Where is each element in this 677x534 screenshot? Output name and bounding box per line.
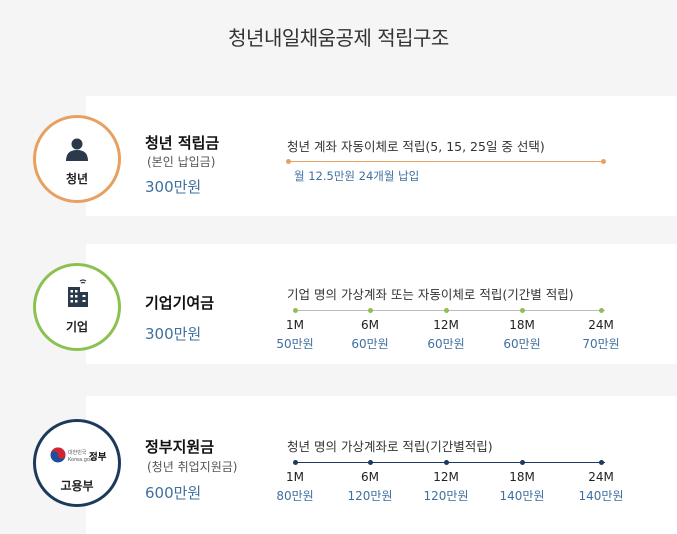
gov-tick-dot [368, 460, 373, 465]
company-tick-value: 60만원 [351, 337, 389, 351]
gov-emblem-small: 대한민국 [68, 450, 87, 456]
youth-dot-end [601, 159, 606, 164]
company-amount: 300만원 [145, 325, 202, 343]
taegeuk-emblem-icon [50, 447, 66, 463]
youth-sub: (본인 납입금) [147, 155, 216, 169]
youth-savings-card: 청년 청년 적립금 (본인 납입금) 300만원 청년 계좌 자동이체로 적립(… [33, 96, 677, 216]
company-timeline [295, 310, 605, 311]
youth-dot-start [286, 159, 291, 164]
gov-badge-label: 고용부 [60, 479, 94, 493]
gov-sub: (청년 취업지원금) [147, 460, 238, 474]
company-tick-dot [293, 308, 298, 313]
gov-tick-value: 120만원 [423, 489, 469, 503]
youth-badge: 청년 [33, 115, 121, 203]
gov-tick-value: 80만원 [276, 489, 314, 503]
gov-tick-month: 6M [361, 470, 379, 484]
company-tick-month: 1M [286, 318, 304, 332]
gov-tick-month: 12M [433, 470, 459, 484]
company-tick-month: 24M [588, 318, 614, 332]
company-tick-value: 60만원 [427, 337, 465, 351]
gov-tick-value: 140만원 [499, 489, 545, 503]
company-heading: 기업기여금 [145, 294, 215, 312]
company-tick-value: 70만원 [582, 337, 620, 351]
gov-timeline [295, 462, 605, 463]
gov-emblem-tiny: Korea.go.kr [68, 457, 97, 463]
gov-tick-dot [520, 460, 525, 465]
company-badge-label: 기업 [65, 320, 89, 334]
building-icon [68, 279, 88, 307]
gov-tick-dot [444, 460, 449, 465]
youth-amount: 300만원 [145, 178, 202, 196]
gov-heading: 정부지원금 [145, 438, 215, 456]
gov-badge: 대한민국 Korea.go.kr 정부 고용부 [33, 419, 121, 507]
company-badge: 기업 [33, 263, 121, 351]
company-tick-dot [368, 308, 373, 313]
company-tick-dot [444, 308, 449, 313]
gov-desc: 청년 명의 가상계좌로 적립(기간별적립) [287, 439, 493, 454]
gov-tick-value: 140만원 [578, 489, 624, 503]
gov-support-card: 대한민국 Korea.go.kr 정부 고용부 정부지원금 (청년 취업지원금)… [33, 396, 677, 534]
gov-tick-value: 120만원 [347, 489, 393, 503]
gov-amount: 600만원 [145, 484, 202, 502]
gov-tick-dot [293, 460, 298, 465]
youth-heading: 청년 적립금 [145, 134, 220, 152]
company-desc: 기업 명의 가상계좌 또는 자동이체로 적립(기간별 적립) [287, 287, 574, 302]
gov-tick-month: 1M [286, 470, 304, 484]
gov-emblem-main: 정부 [89, 452, 107, 463]
youth-note: 월 12.5만원 24개월 납입 [294, 169, 420, 183]
company-tick-value: 50만원 [276, 337, 314, 351]
company-contribution-card: 기업 기업기여금 300만원 기업 명의 가상계좌 또는 자동이체로 적립(기간… [33, 244, 677, 364]
youth-timeline [289, 161, 603, 162]
person-icon [66, 138, 88, 161]
company-tick-month: 18M [509, 318, 535, 332]
page-title: 청년내일채움공제 적립구조 [228, 26, 449, 50]
gov-tick-month: 18M [509, 470, 535, 484]
gov-tick-month: 24M [588, 470, 614, 484]
youth-desc: 청년 계좌 자동이체로 적립(5, 15, 25일 중 선택) [287, 139, 545, 154]
youth-badge-label: 청년 [65, 172, 89, 186]
company-tick-dot [520, 308, 525, 313]
company-tick-month: 6M [361, 318, 379, 332]
gov-tick-dot [599, 460, 604, 465]
company-tick-value: 60만원 [503, 337, 541, 351]
company-tick-dot [599, 308, 604, 313]
company-tick-month: 12M [433, 318, 459, 332]
